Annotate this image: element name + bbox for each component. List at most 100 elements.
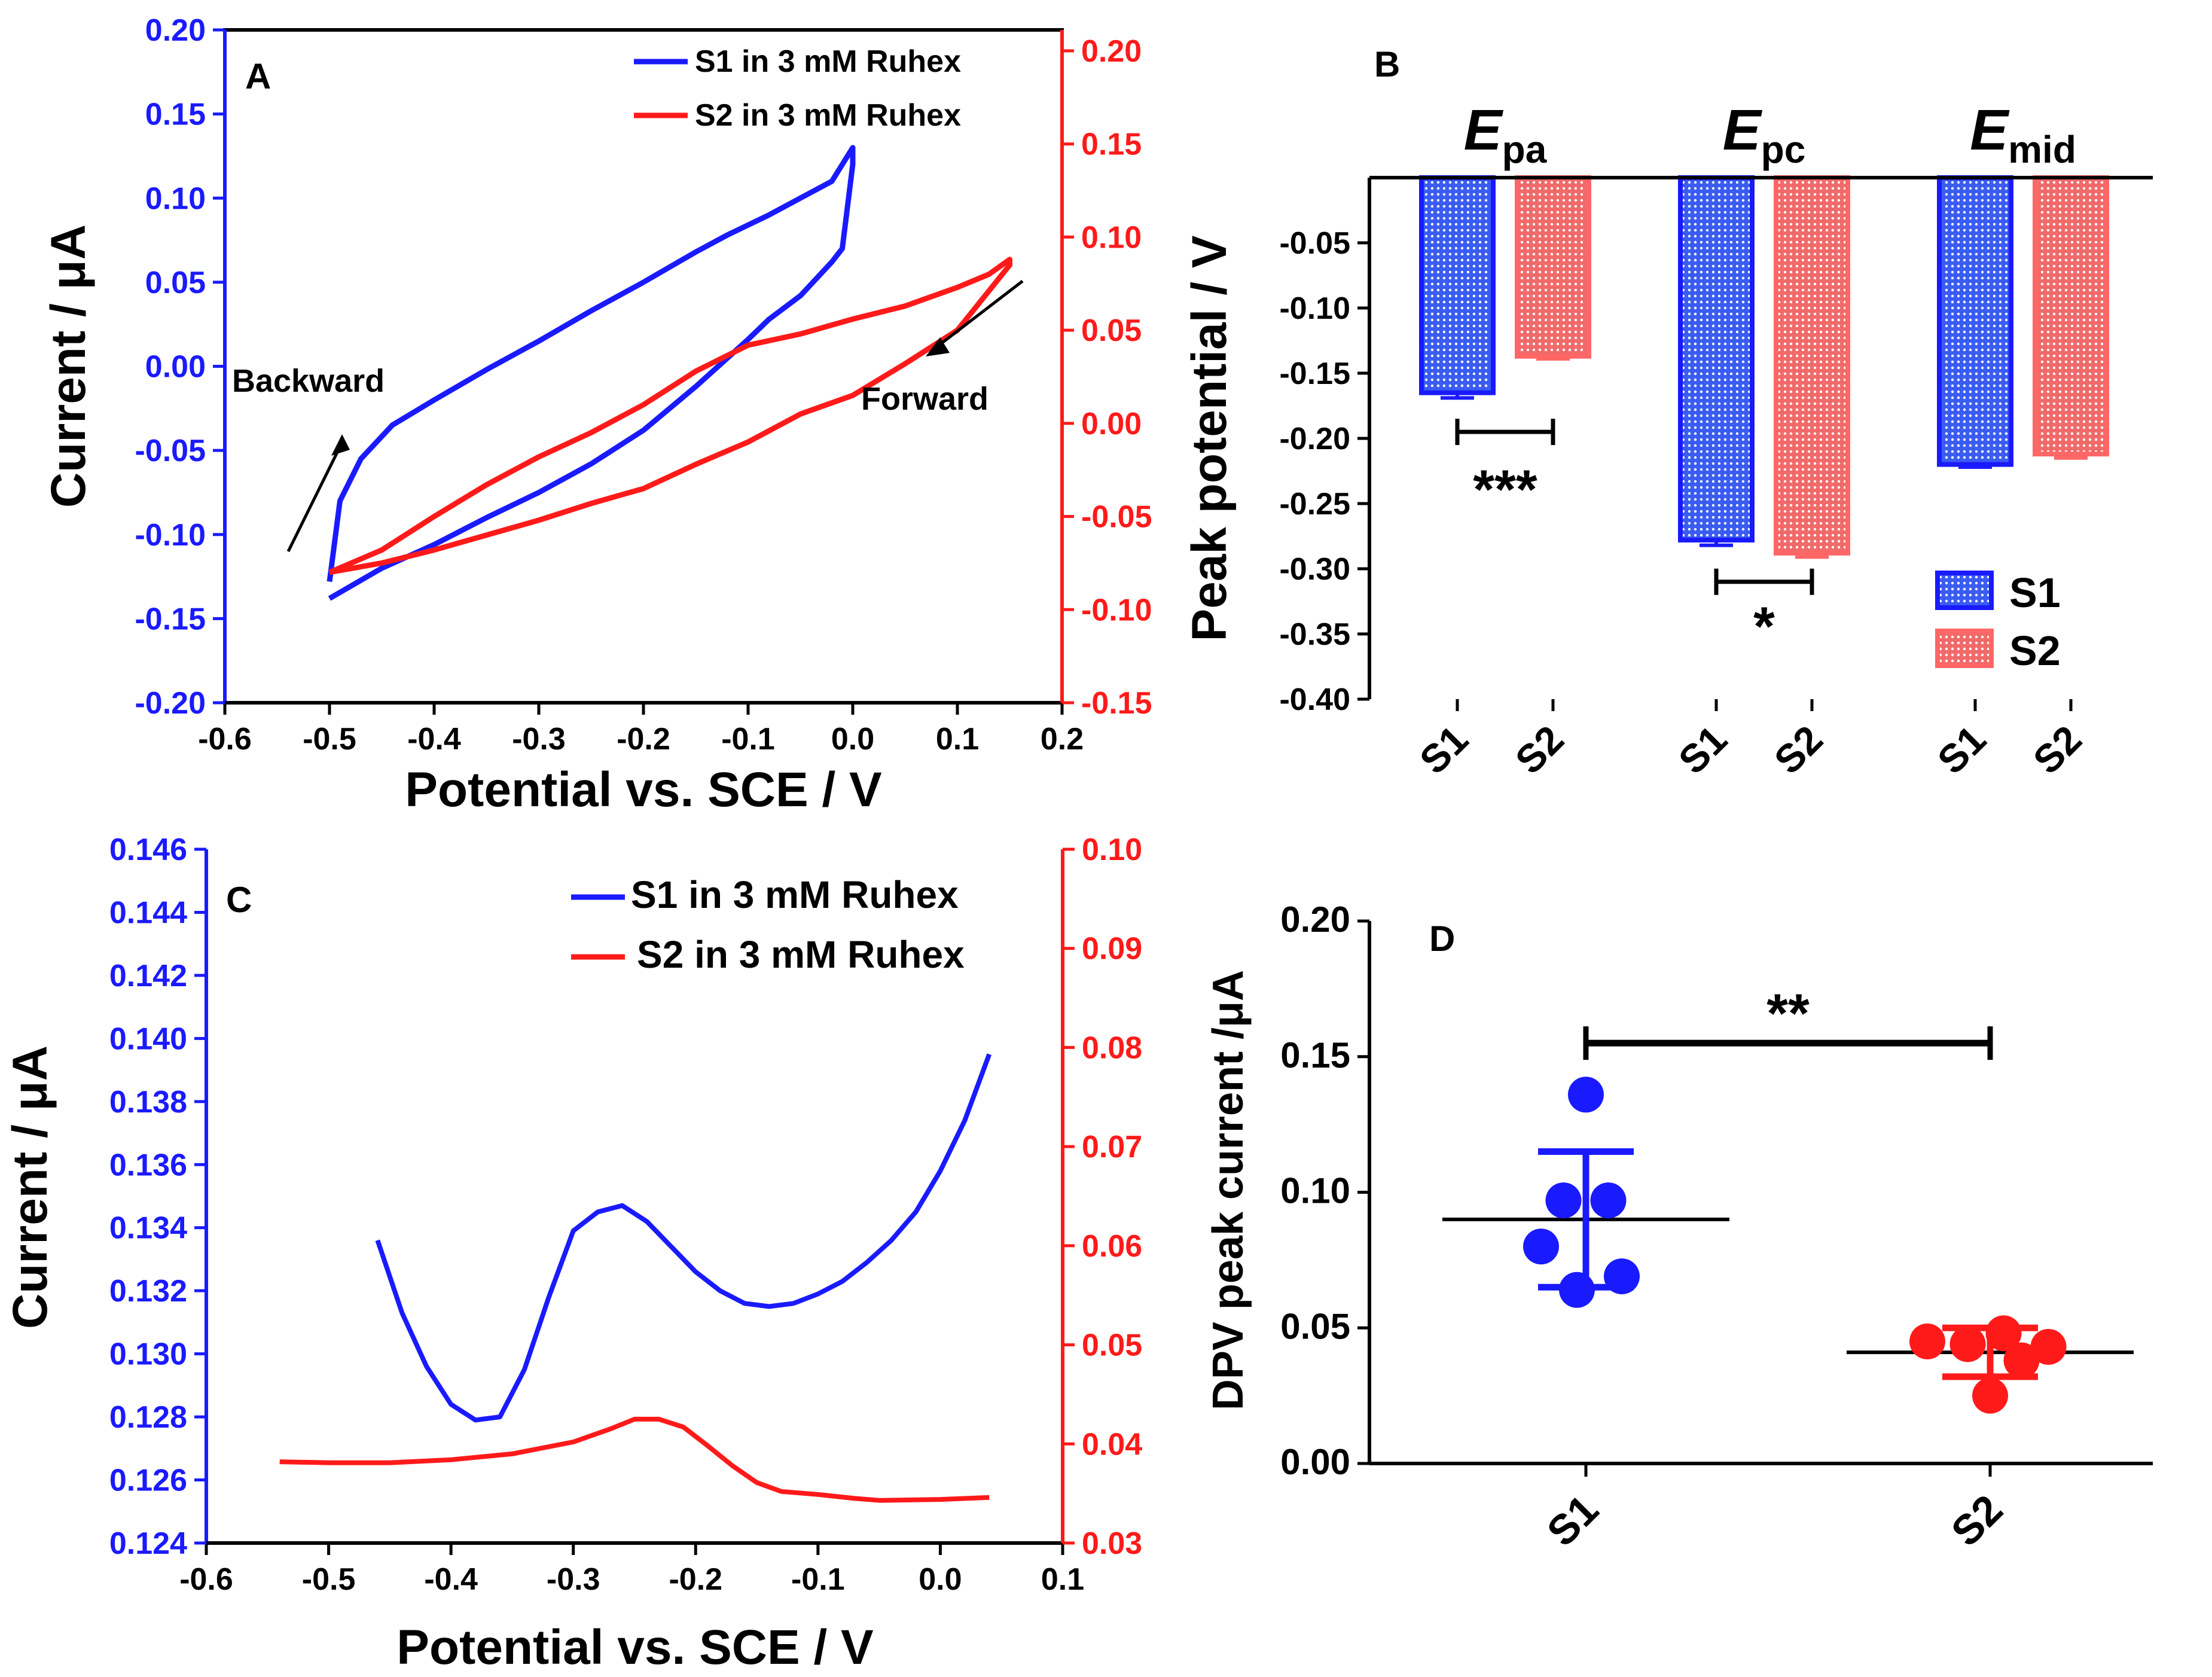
panel-b-category-label: S2 xyxy=(1506,717,1572,782)
panel-a-series-1-line xyxy=(327,145,856,601)
panel-a-ytick-left-label: 0.05 xyxy=(145,266,206,300)
panel-c-xlabel: Potential vs. SCE / V xyxy=(396,1620,874,1675)
panel-a-ytick-left-label: -0.05 xyxy=(135,434,206,468)
panel-b-bar-s1-mid xyxy=(1937,175,2013,467)
panel-a-ytick-right-label: 0.10 xyxy=(1081,220,1142,255)
panel-a-xtick-label: -0.3 xyxy=(512,722,566,757)
panel-a-xtick-label: -0.2 xyxy=(617,722,670,757)
panel-a-series-2-line xyxy=(328,257,1012,575)
panel-d-point-s2 xyxy=(1909,1323,1945,1359)
panel-c-ytick-left-label: 0.144 xyxy=(109,895,187,930)
panel-b-ytick-label: -0.10 xyxy=(1279,291,1350,326)
panel-d-ytick-label: 0.15 xyxy=(1280,1035,1350,1075)
arrow-forward xyxy=(932,280,1024,351)
panel-d-point-s2 xyxy=(1949,1326,1986,1362)
panel-a-ytick-left-label: -0.10 xyxy=(135,518,206,553)
panel-c-dpv-chart: -0.6 -0.5 -0.4 -0.3 -0.2 -0.1 0.0 0.1 0.124 0.12… xyxy=(3,833,1142,1675)
legend-s1-label: S1 in 3 mM Ruhex xyxy=(695,44,961,79)
panel-a-xtick-label: 0.1 xyxy=(936,722,979,757)
panel-c-series-2-line xyxy=(279,1416,990,1503)
panel-d-point-s2 xyxy=(1985,1315,2022,1352)
panel-c-ytick-right-label: 0.08 xyxy=(1082,1030,1142,1065)
panel-a-ytick-right-label: 0.20 xyxy=(1081,34,1142,69)
legend-c-s2-label: S2 in 3 mM Ruhex xyxy=(637,933,965,976)
panel-c-ytick-right-label: 0.07 xyxy=(1082,1130,1142,1164)
panel-c-xtick-label: 0.0 xyxy=(919,1562,962,1597)
panel-a-xtick-label: -0.5 xyxy=(303,722,356,757)
legend-b-s2-swatch xyxy=(1935,629,1994,668)
panel-c-ytick-left-label: 0.142 xyxy=(109,959,187,993)
panel-a-ytick-right-label: 0.00 xyxy=(1081,407,1142,441)
panel-a-ytick-left-label: 0.10 xyxy=(145,181,206,216)
panel-c-ytick-right-label: 0.06 xyxy=(1082,1229,1142,1264)
panel-d-point-s2 xyxy=(2003,1342,2040,1379)
panel-c-letter: C xyxy=(226,880,252,920)
panel-c-ylabel: Current / μA xyxy=(3,1045,57,1329)
panel-b-group-header: Epa xyxy=(1464,98,1547,171)
panel-c-ytick-left-label: 0.132 xyxy=(109,1274,187,1309)
panel-d-category-label: S2 xyxy=(1942,1486,2012,1555)
panel-c-ytick-left-label: 0.136 xyxy=(109,1148,187,1182)
panel-c-ytick-left-label: 0.138 xyxy=(109,1085,187,1120)
panel-c-ytick-right-label: 0.09 xyxy=(1082,932,1142,966)
legend-b-s2-label: S2 xyxy=(2009,627,2061,674)
panel-a-xtick-label: -0.4 xyxy=(407,722,461,757)
panel-b-legend: S1 S2 xyxy=(1935,569,2061,674)
panel-b-category-label: S1 xyxy=(1670,717,1735,782)
panel-b-category-label: S2 xyxy=(2024,717,2089,782)
panel-c-ytick-right-label: 0.05 xyxy=(1082,1328,1142,1363)
panel-c-xtick-label: -0.5 xyxy=(302,1562,356,1597)
legend-b-s1-swatch xyxy=(1935,571,1994,610)
panel-a-ytick-right-label: 0.15 xyxy=(1081,127,1142,162)
panel-c-xtick-label: 0.1 xyxy=(1041,1562,1084,1597)
panel-d-point-s1 xyxy=(1590,1182,1627,1219)
panel-d-point-s1 xyxy=(1559,1272,1595,1308)
panel-b-bar-s1-pa xyxy=(1419,175,1496,395)
panel-b-ytick-label: -0.30 xyxy=(1279,552,1350,587)
panel-b-ytick-label: -0.40 xyxy=(1279,682,1350,717)
panel-d-ylabel: DPV peak current /μA xyxy=(1204,970,1252,1410)
annotation-forward: Forward xyxy=(861,381,988,417)
panel-c-ytick-left-label: 0.140 xyxy=(109,1022,187,1056)
panel-b-category-label: S1 xyxy=(1411,717,1476,782)
panel-a-ytick-right-label: 0.05 xyxy=(1081,313,1142,348)
panel-a-ytick-left-label: 0.20 xyxy=(145,13,206,48)
panel-a-letter: A xyxy=(245,56,271,96)
panel-b-bar-s2-pc xyxy=(1774,175,1850,556)
arrow-backward xyxy=(286,441,344,553)
panel-c-ytick-right-label: 0.03 xyxy=(1082,1526,1142,1561)
panel-b-bar-s2-mid xyxy=(2033,175,2109,457)
panel-b-bar-s1-pc xyxy=(1678,175,1755,543)
panel-a-ytick-left-label: -0.20 xyxy=(135,686,206,721)
panel-d-letter: D xyxy=(1429,919,1455,959)
panel-a-xlabel: Potential vs. SCE / V xyxy=(405,763,882,817)
panel-c-xtick-label: -0.2 xyxy=(669,1562,722,1597)
panel-d-category-label: S1 xyxy=(1538,1486,1607,1555)
panel-a-ytick-left-label: 0.15 xyxy=(145,97,206,132)
panel-b-ytick-label: -0.15 xyxy=(1279,356,1350,391)
panel-b-ytick-label: -0.25 xyxy=(1279,487,1350,522)
panel-b-group-header: Epc xyxy=(1723,98,1806,171)
panel-b-group-header: Emid xyxy=(1970,98,2076,171)
panel-d-point-s1 xyxy=(1568,1077,1604,1113)
panel-d-point-s1 xyxy=(1604,1258,1640,1295)
panel-a-ytick-left-label: -0.15 xyxy=(135,602,206,636)
annotation-backward: Backward xyxy=(232,363,385,399)
panel-d-sig-label: ** xyxy=(1766,983,1810,1044)
panel-c-ytick-right-label: 0.10 xyxy=(1082,833,1142,867)
panel-a-cv-chart: -0.6 -0.5 -0.4 -0.3 -0.2 -0.1 0.0 0.1 0.2 -0.20 -… xyxy=(41,13,1152,817)
panel-d-ytick-label: 0.20 xyxy=(1280,900,1350,940)
legend-s2-label: S2 in 3 mM Ruhex xyxy=(695,98,961,133)
panel-a-ylabel: Current / μA xyxy=(41,224,96,508)
panel-c-ytick-left-label: 0.128 xyxy=(109,1400,187,1435)
arrow-forward-head xyxy=(926,337,950,356)
panel-b-sig-label: * xyxy=(1753,596,1775,657)
panel-a-ytick-left-label: 0.00 xyxy=(145,350,206,385)
panel-c-xtick-label: -0.6 xyxy=(179,1562,233,1597)
panel-c-ytick-left-label: 0.124 xyxy=(109,1526,187,1561)
panel-a-legend: S1 in 3 mM Ruhex S2 in 3 mM Ruhex xyxy=(634,44,961,133)
panel-c-series-1-line xyxy=(375,1053,992,1423)
legend-c-s1-label: S1 in 3 mM Ruhex xyxy=(631,873,959,916)
panel-c-ytick-right-label: 0.04 xyxy=(1082,1427,1142,1462)
